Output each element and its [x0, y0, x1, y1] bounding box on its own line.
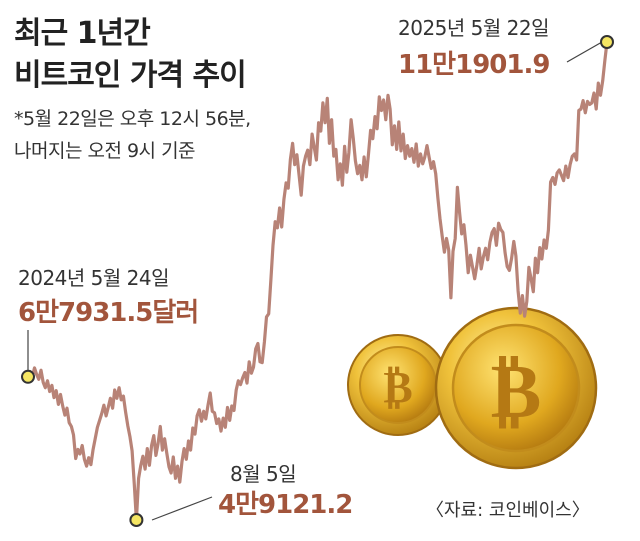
price-line	[26, 40, 609, 522]
source-label: 〈자료: 코인베이스〉	[426, 500, 590, 521]
svg-text:₿: ₿	[491, 346, 542, 435]
end-leader-line	[566, 41, 603, 63]
end-date-label: 2025년 5월 22일	[398, 16, 550, 40]
low-point-marker	[129, 513, 144, 527]
time-note-line2: 나머지는 오전 9시 기준	[14, 140, 196, 162]
chart-title-line2: 비트코인 가격 추이	[14, 58, 247, 93]
bitcoin-coin-large-icon: ₿	[434, 306, 598, 470]
start-point-marker	[21, 369, 35, 384]
start-date-label: 2024년 5월 24일	[18, 266, 170, 290]
bitcoin-coin-small-icon: ₿	[347, 334, 449, 436]
svg-text:₿: ₿	[383, 362, 412, 413]
end-price-label: 11만1901.9	[398, 50, 550, 80]
end-point-marker	[600, 35, 614, 49]
chart-title-line1: 최근 1년간	[14, 16, 151, 51]
low-date-label: 8월 5일	[230, 462, 297, 486]
low-price-label: 4만9121.2	[218, 490, 353, 520]
start-price-label: 6만7931.5달러	[18, 298, 199, 328]
time-note-line1: *5월 22일은 오후 12시 56분,	[14, 108, 251, 130]
low-leader-line	[151, 496, 213, 521]
